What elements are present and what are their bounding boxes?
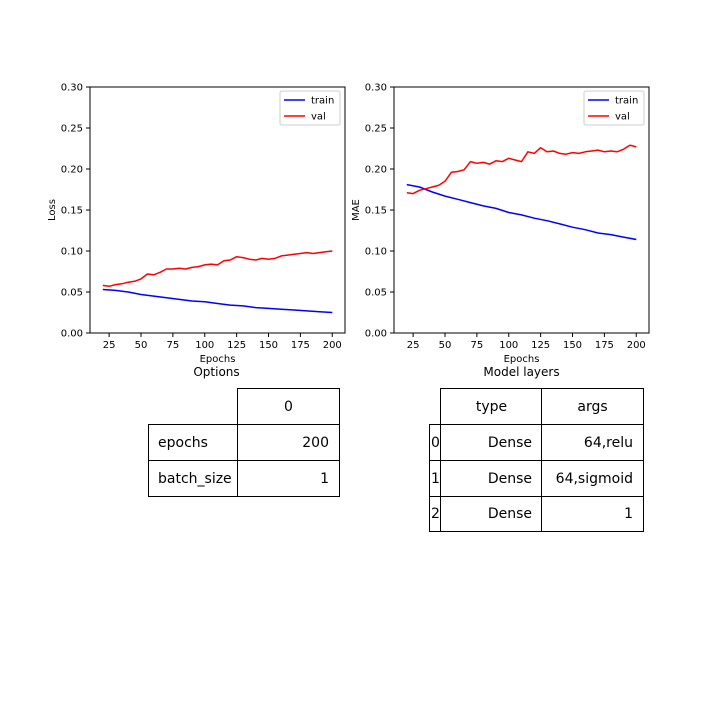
x-tick-label: 150	[259, 340, 278, 351]
x-tick-label: 25	[103, 340, 116, 351]
series-line-train	[406, 183, 637, 241]
layers-table-title: Model layers	[483, 365, 560, 379]
y-tick-label: 0.25	[365, 124, 387, 135]
x-tick-label: 200	[627, 340, 646, 351]
legend: train val	[279, 90, 341, 126]
y-tick-label: 0.20	[61, 165, 83, 176]
y-tick-label: 0.30	[365, 83, 387, 94]
y-tick-label: 0.00	[61, 329, 83, 340]
layers-row-index: 1	[429, 460, 441, 497]
layers-row-type: Dense	[440, 460, 542, 497]
y-tick-label: 0.05	[61, 288, 83, 299]
x-tick-label: 50	[439, 340, 452, 351]
x-tick-label: 25	[407, 340, 420, 351]
options-row-label: batch_size	[148, 460, 238, 497]
legend-label-train: train	[615, 96, 638, 107]
y-tick-label: 0.25	[61, 124, 83, 135]
y-tick-label: 0.15	[61, 206, 83, 217]
x-axis-label: Epochs	[200, 354, 236, 365]
legend-label-val: val	[311, 112, 326, 123]
layers-header-cell: type	[440, 388, 542, 425]
y-tick-label: 0.15	[365, 206, 387, 217]
series-line-val	[102, 250, 333, 288]
y-axis-label: MAE	[351, 199, 362, 221]
options-table-title: Options	[193, 365, 240, 379]
legend: train val	[583, 90, 645, 126]
legend-label-val: val	[615, 112, 630, 123]
y-tick-label: 0.10	[61, 247, 83, 258]
layers-row-index: 0	[429, 424, 441, 461]
y-axis-label: Loss	[47, 199, 58, 221]
series-line-val	[406, 144, 637, 195]
y-tick-label: 0.30	[61, 83, 83, 94]
layers-row-type: Dense	[440, 496, 542, 532]
x-tick-label: 200	[323, 340, 342, 351]
layers-header-cell: args	[541, 388, 644, 425]
x-tick-label: 125	[227, 340, 246, 351]
x-tick-label: 75	[471, 340, 484, 351]
y-tick-label: 0.05	[365, 288, 387, 299]
x-tick-label: 125	[531, 340, 550, 351]
layers-row-args: 64,sigmoid	[541, 460, 644, 497]
layers-row-args: 64,relu	[541, 424, 644, 461]
options-row-value: 1	[237, 460, 340, 497]
x-tick-label: 100	[499, 340, 518, 351]
x-tick-label: 175	[291, 340, 310, 351]
legend-label-train: train	[311, 96, 334, 107]
y-tick-label: 0.10	[365, 247, 387, 258]
chart-panel-1: 25 50 75 100 125 150 175 200 0.00 0.05 0.10 0.15 0.2…	[47, 83, 346, 365]
chart-panel-2: 25 50 75 100 125 150 175 200 0.00 0.05 0.10 0.15 0.2…	[351, 83, 650, 365]
x-tick-label: 100	[195, 340, 214, 351]
options-row-value: 200	[237, 424, 340, 461]
y-tick-label: 0.00	[365, 329, 387, 340]
options-header-cell: 0	[237, 388, 340, 425]
y-tick-label: 0.20	[365, 165, 387, 176]
x-axis-label: Epochs	[504, 354, 540, 365]
layers-row-args: 1	[541, 496, 644, 532]
x-tick-label: 75	[167, 340, 180, 351]
layers-row-index: 2	[429, 496, 441, 532]
x-tick-label: 50	[135, 340, 148, 351]
series-line-train	[102, 288, 333, 314]
x-tick-label: 150	[563, 340, 582, 351]
options-row-label: epochs	[148, 424, 238, 461]
layers-row-type: Dense	[440, 424, 542, 461]
x-tick-label: 175	[595, 340, 614, 351]
